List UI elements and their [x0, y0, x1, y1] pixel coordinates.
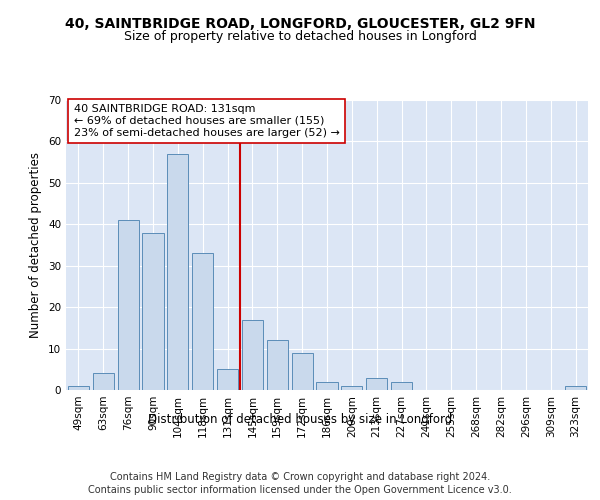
Bar: [142, 232, 164, 390]
Bar: [316, 382, 338, 390]
Bar: [217, 370, 238, 390]
Bar: [565, 386, 586, 390]
Bar: [68, 386, 89, 390]
Text: Contains HM Land Registry data © Crown copyright and database right 2024.: Contains HM Land Registry data © Crown c…: [110, 472, 490, 482]
Bar: [93, 374, 114, 390]
Bar: [391, 382, 412, 390]
Bar: [167, 154, 188, 390]
Bar: [242, 320, 263, 390]
Bar: [341, 386, 362, 390]
Text: 40, SAINTBRIDGE ROAD, LONGFORD, GLOUCESTER, GL2 9FN: 40, SAINTBRIDGE ROAD, LONGFORD, GLOUCEST…: [65, 18, 535, 32]
Text: Contains public sector information licensed under the Open Government Licence v3: Contains public sector information licen…: [88, 485, 512, 495]
Bar: [118, 220, 139, 390]
Text: Distribution of detached houses by size in Longford: Distribution of detached houses by size …: [148, 412, 452, 426]
Text: Size of property relative to detached houses in Longford: Size of property relative to detached ho…: [124, 30, 476, 43]
Bar: [366, 378, 387, 390]
Y-axis label: Number of detached properties: Number of detached properties: [29, 152, 43, 338]
Bar: [292, 352, 313, 390]
Bar: [192, 254, 213, 390]
Bar: [267, 340, 288, 390]
Text: 40 SAINTBRIDGE ROAD: 131sqm
← 69% of detached houses are smaller (155)
23% of se: 40 SAINTBRIDGE ROAD: 131sqm ← 69% of det…: [74, 104, 340, 138]
